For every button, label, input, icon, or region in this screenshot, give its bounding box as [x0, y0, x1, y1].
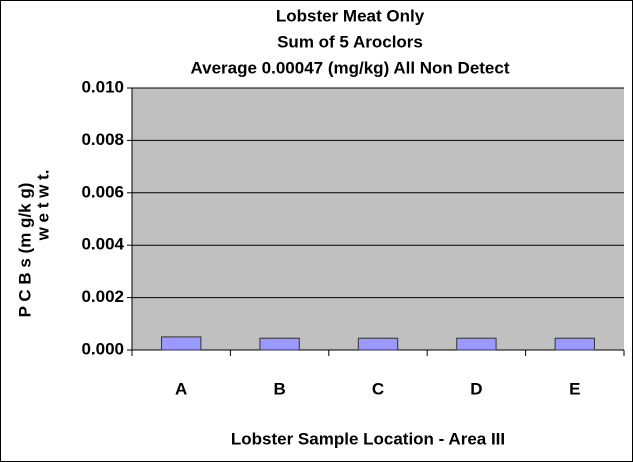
bar	[161, 336, 202, 351]
chart-title: Lobster Meat Only	[276, 6, 425, 25]
x-tick-label: E	[569, 379, 580, 398]
bar	[456, 337, 497, 351]
y-tick-label: 0.008	[81, 130, 124, 149]
chart-title: Average 0.00047 (mg/kg) All Non Detect	[190, 58, 509, 77]
x-tick-label: A	[175, 379, 187, 398]
y-tick-label: 0.006	[81, 182, 124, 201]
y-axis-label: P C B s (m g/k g)	[15, 183, 34, 318]
y-tick-label: 0.000	[81, 339, 124, 358]
x-axis-label: Lobster Sample Location - Area III	[231, 429, 505, 448]
x-tick-label: C	[372, 379, 384, 398]
y-tick-label: 0.004	[81, 235, 124, 254]
chart-title: Sum of 5 Aroclors	[277, 32, 423, 51]
plot-area	[132, 88, 624, 350]
bar	[554, 337, 595, 351]
bar	[357, 337, 399, 351]
x-tick-label: B	[273, 379, 285, 398]
y-tick-label: 0.010	[81, 77, 124, 96]
x-tick-label: D	[470, 379, 482, 398]
y-tick-label: 0.002	[81, 287, 124, 306]
bar	[259, 337, 300, 351]
y-axis-label: w e t w t.	[33, 170, 52, 242]
